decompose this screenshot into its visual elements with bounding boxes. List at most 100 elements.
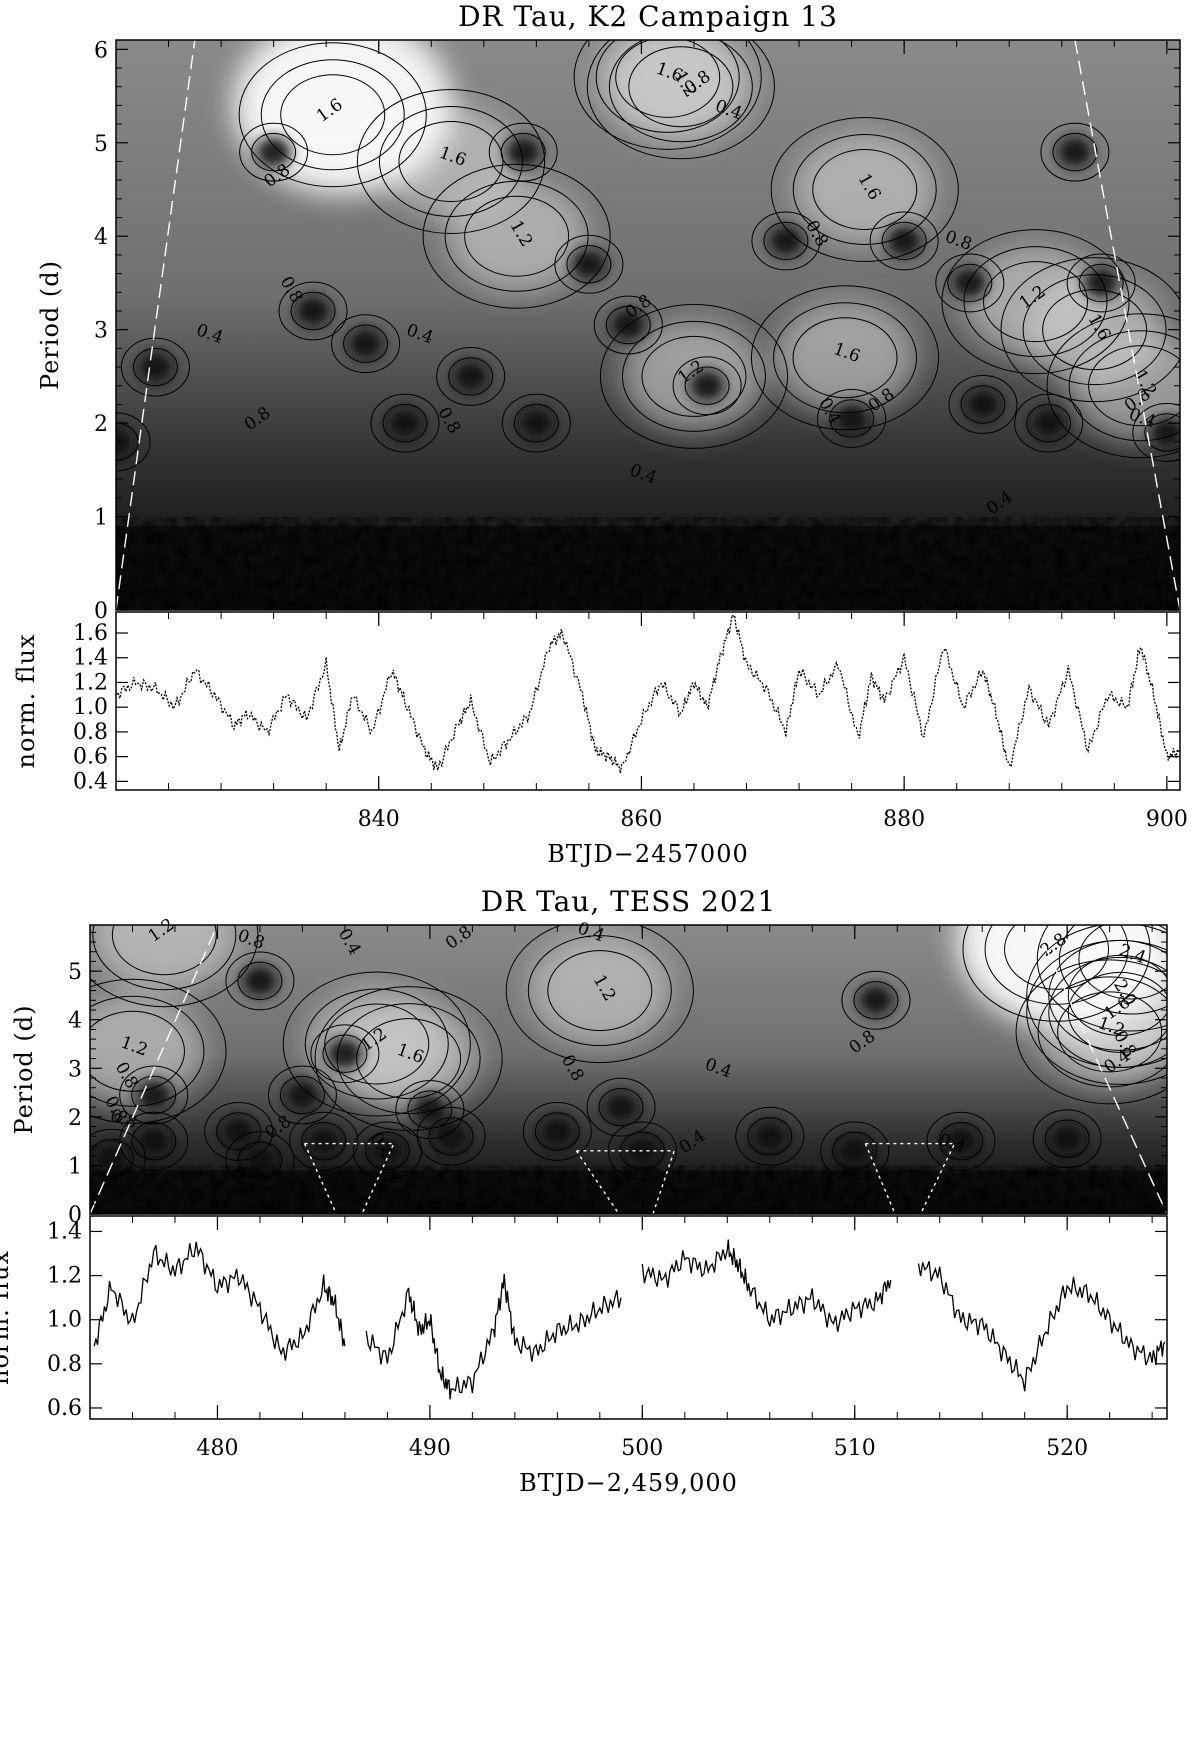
y-tick-label: 0 [68,1203,82,1228]
chart-title: DR Tau, TESS 2021 [481,885,777,918]
gap-boundary [864,1143,896,1215]
y-tick-label: 2 [94,412,108,437]
x-tick-label: 860 [620,807,662,832]
power-peak [964,388,1001,421]
power-peak [135,1079,172,1111]
power-peak [93,1142,130,1175]
heatmap-frame [89,924,1168,1215]
power-peak [767,224,804,257]
gap-boundary [865,1142,956,1215]
power-peak [1148,416,1180,449]
flux-y-tick-label: 1.6 [73,621,108,646]
flux-y-tick-label: 0.8 [47,1352,82,1377]
y-axis-label: Period (d) [10,1005,38,1135]
y-tick-label: 6 [94,38,108,63]
power-peak [369,1134,406,1167]
x-tick-label: 840 [358,807,400,832]
chart-2: 1.2 0.8 0.4 0.8 0.41.21.2 1.6 0.80.80.40.82.8 2… [0,885,1168,1497]
x-tick-label: 900 [1146,807,1188,832]
power-peak [886,224,923,257]
flux-y-tick-label: 0.6 [73,745,108,770]
power-peak [518,407,555,440]
flux-y-tick-label: 1.0 [47,1308,82,1333]
y-tick-label: 1 [94,506,108,531]
power-peak [857,984,894,1017]
y-tick-label: 3 [68,1057,82,1082]
y-tick-label: 0 [94,599,108,624]
y-tick-label: 4 [68,1009,82,1034]
power-peak [137,351,174,384]
x-tick-label: 480 [196,1436,238,1461]
flux-y-tick-label: 0.6 [47,1396,82,1421]
x-tick-label: 520 [1046,1436,1088,1461]
flux-series-2 [365,1273,622,1400]
power-peak [1083,266,1120,299]
power-peak [347,327,384,360]
power-peak [1056,136,1093,169]
y-tick-label: 5 [94,132,108,157]
y-tick-label: 5 [68,960,82,985]
flux-frame [115,611,1181,791]
gap-boundary [575,1150,620,1215]
y-tick-label: 3 [94,319,108,344]
heatmap-frame [115,39,1181,611]
power-peak [539,1115,576,1148]
power-peak [241,964,278,997]
flux-series-3 [641,1239,892,1332]
power-peak [836,1134,873,1167]
power-peak [241,1144,278,1177]
x-tick-label: 510 [834,1436,876,1461]
flux-y-tick-label: 1.2 [47,1264,82,1289]
y-tick-label: 4 [94,225,108,250]
chart-1: 1.61.61.20.80.40.80.80.40.81.21.61.61.20… [12,0,1188,868]
power-peak [942,1125,979,1158]
x-tick-label: 880 [883,807,925,832]
flux-axis-label: norm. flux [0,1250,14,1385]
power-peak [295,294,332,327]
power-peak [116,425,134,458]
flux-y-tick-label: 1.4 [47,1219,82,1244]
x-tick-label: 490 [409,1436,451,1461]
power-peak [305,1125,342,1158]
power-peak [603,1091,640,1124]
x-tick-label: 500 [621,1436,663,1461]
x-axis-label: BTJD−2457000 [547,840,749,868]
x-axis-label: BTJD−2,459,000 [519,1469,738,1497]
flux-series-4 [917,1261,1166,1392]
power-peak [386,407,423,440]
flux-series-1 [115,613,1181,774]
power-peak [220,1115,257,1148]
power-peak [255,136,292,169]
power-peak [689,369,726,402]
y-axis-label: Period (d) [36,260,64,390]
flux-y-tick-label: 0.8 [73,720,108,745]
power-peak [135,1125,172,1158]
flux-y-tick-label: 1.0 [73,695,108,720]
cone-of-influence-right [1034,925,1167,1214]
flux-y-tick-label: 1.2 [73,670,108,695]
power-peak [411,1093,448,1126]
power-peak [505,136,542,169]
flux-axis-label: norm. flux [12,634,40,769]
y-tick-label: 2 [68,1106,82,1131]
heatmap [90,925,1167,1214]
cone-of-influence-left [90,925,219,1214]
heatmap [116,40,1180,610]
power-peak [570,248,607,281]
power-peak [751,1120,788,1153]
gap-boundary [304,1142,395,1215]
power-peak [1030,407,1067,440]
power-peak [833,402,870,435]
cone-of-influence-left [116,40,196,610]
power-peak [433,1120,470,1153]
flux-frame [89,1215,1168,1420]
cone-of-influence-right [1074,40,1180,610]
gap-boundary [303,1143,338,1215]
power-peak [326,1037,363,1070]
flux-y-tick-label: 0.4 [73,769,108,794]
gap-boundary [576,1150,676,1215]
power-peak [951,266,988,299]
chart-title: DR Tau, K2 Campaign 13 [458,0,838,33]
y-tick-label: 1 [68,1154,82,1179]
